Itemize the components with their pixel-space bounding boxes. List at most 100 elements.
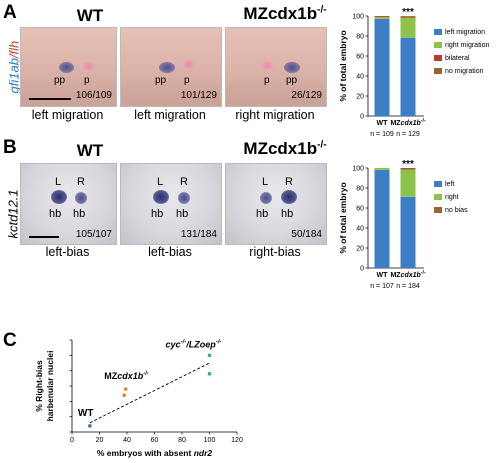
photo-label: hb [281, 208, 294, 220]
x-tick-label: 100 [204, 437, 216, 444]
panel-b-photo-wt: L R hb hb 105/107 [20, 163, 117, 245]
photo-label: hb [151, 208, 164, 220]
x-tick-label: MZcdx1b-/- [390, 270, 425, 279]
panel-b-photo-mz-left: L R hb hb 131/184 [120, 163, 222, 245]
panel-b-header-mz: MZcdx1b-/- [243, 139, 327, 158]
photo-label: hb [49, 208, 62, 220]
x-tick-label: 40 [123, 437, 131, 444]
y-tick-label: 20 [356, 246, 364, 253]
y-axis-label-line2: harbenular nuclei [45, 351, 55, 422]
legend-label: right migration [445, 42, 489, 49]
category-n-label: n = 129 [396, 131, 420, 138]
y-axis-label-line1: % Right-bias [34, 360, 44, 412]
trend-line [89, 362, 210, 424]
photo-label: pp [286, 75, 298, 86]
panel-b-label: B [3, 137, 17, 158]
bar-segment [400, 37, 416, 117]
photo-label: R [180, 176, 188, 188]
panel-a-count-wt: 106/109 [75, 90, 112, 101]
y-tick-label: 100 [352, 14, 364, 21]
x-tick-label: MZcdx1b-/- [390, 118, 425, 127]
bar-segment [374, 16, 390, 17]
x-tick-label: 80 [178, 437, 186, 444]
y-tick-label: 100 [352, 166, 364, 173]
category-n-label: n = 109 [370, 131, 394, 138]
scale-bar [29, 236, 59, 238]
photo-label: L [157, 176, 164, 188]
photo-label: p [264, 75, 270, 86]
y-tick-label: 20 [356, 94, 364, 101]
data-point [88, 424, 92, 428]
chart-b: 0 20 40 60 80 100 % of total embryo WT n = 107 MZ… [338, 160, 468, 290]
annotation-wt: WT [78, 408, 94, 419]
bar-segment [400, 16, 416, 18]
photo-label: R [285, 176, 293, 188]
y-tick-label: 0 [360, 266, 364, 273]
photo-label: hb [256, 208, 269, 220]
photo-label: L [55, 176, 62, 188]
legend-label: no migration [445, 68, 484, 75]
x-tick-label: 60 [151, 437, 159, 444]
chart-c: 0 20 40 60 80 100 120 % embryos with absent ndr… [34, 339, 243, 458]
photo-label: pp [155, 75, 167, 86]
legend-label: no bias [445, 207, 468, 214]
data-point [122, 393, 127, 397]
panel-b-photo-mz-right: L R hb hb 50/184 [225, 163, 327, 245]
category-n-label: n = 184 [396, 283, 420, 290]
panel-b-count-mz-left: 131/184 [180, 229, 217, 240]
bar-segment [374, 18, 390, 116]
data-point [207, 353, 212, 358]
legend-swatch [434, 55, 442, 61]
photo-label: R [77, 176, 85, 188]
legend-swatch [434, 194, 442, 200]
scale-bar [29, 98, 71, 100]
legend-label: left migration [445, 29, 485, 36]
legend-swatch [434, 207, 442, 213]
legend-label: bilateral [445, 55, 470, 62]
panel-b-count-wt: 105/107 [75, 229, 112, 240]
panel-b-count-mz-right: 50/184 [291, 229, 322, 240]
legend-label: left [445, 181, 454, 188]
legend-swatch [434, 181, 442, 187]
bar-segment [400, 196, 416, 268]
y-tick-label: 0 [360, 114, 364, 121]
panel-a-caption-mz-right: right migration [235, 108, 315, 122]
panel-a-count-mz-left: 101/129 [180, 90, 217, 101]
panel-a-photo-mz-right: p pp 26/129 [225, 27, 327, 107]
y-axis-label: % of total embryo [338, 182, 348, 253]
y-tick-label: 80 [356, 34, 364, 41]
photo-label: p [184, 75, 190, 86]
panel-a-count-mz-right: 26/129 [291, 90, 322, 101]
annotation-mz: MZcdx1b-/- [104, 371, 149, 381]
x-tick-label: 0 [70, 437, 74, 444]
bar-segment [374, 168, 390, 170]
photo-label: pp [54, 75, 66, 86]
panel-a-photo-wt: pp p 106/109 [20, 27, 117, 107]
panel-a-header-wt: WT [76, 6, 104, 25]
x-tick-label: 20 [96, 437, 104, 444]
panel-b-caption-mz-right: right-bias [249, 245, 301, 259]
legend-swatch [434, 68, 442, 74]
x-axis-label: % embryos with absent ndr2 [97, 448, 213, 458]
y-tick-label: 40 [356, 74, 364, 81]
chart-a: 0 20 40 60 80 100 % of total embryo WT n = 109 MZ… [338, 8, 489, 138]
legend-label: right [445, 194, 459, 201]
photo-label: hb [73, 208, 86, 220]
annotation-cyc: cyc-/-/LZoep-/- [166, 339, 222, 349]
x-tick-label: WT [377, 120, 389, 127]
bar-segment [374, 169, 390, 268]
y-tick-label: 60 [356, 54, 364, 61]
x-tick-label: 120 [231, 437, 243, 444]
panel-b-marker-label: kctd12.1 [5, 189, 21, 239]
significance-marker: *** [402, 8, 414, 18]
bar-segment [374, 16, 390, 19]
significance-marker: *** [402, 160, 414, 170]
panel-b-caption-mz-left: left-bias [148, 245, 192, 259]
panel-a-label: A [3, 2, 17, 23]
photo-label: L [262, 176, 269, 188]
y-axis-label: % of total embryo [338, 30, 348, 101]
bar-segment [400, 16, 416, 17]
panel-b-header-wt: WT [76, 141, 104, 160]
data-point [123, 387, 128, 391]
y-tick-label: 60 [356, 206, 364, 213]
